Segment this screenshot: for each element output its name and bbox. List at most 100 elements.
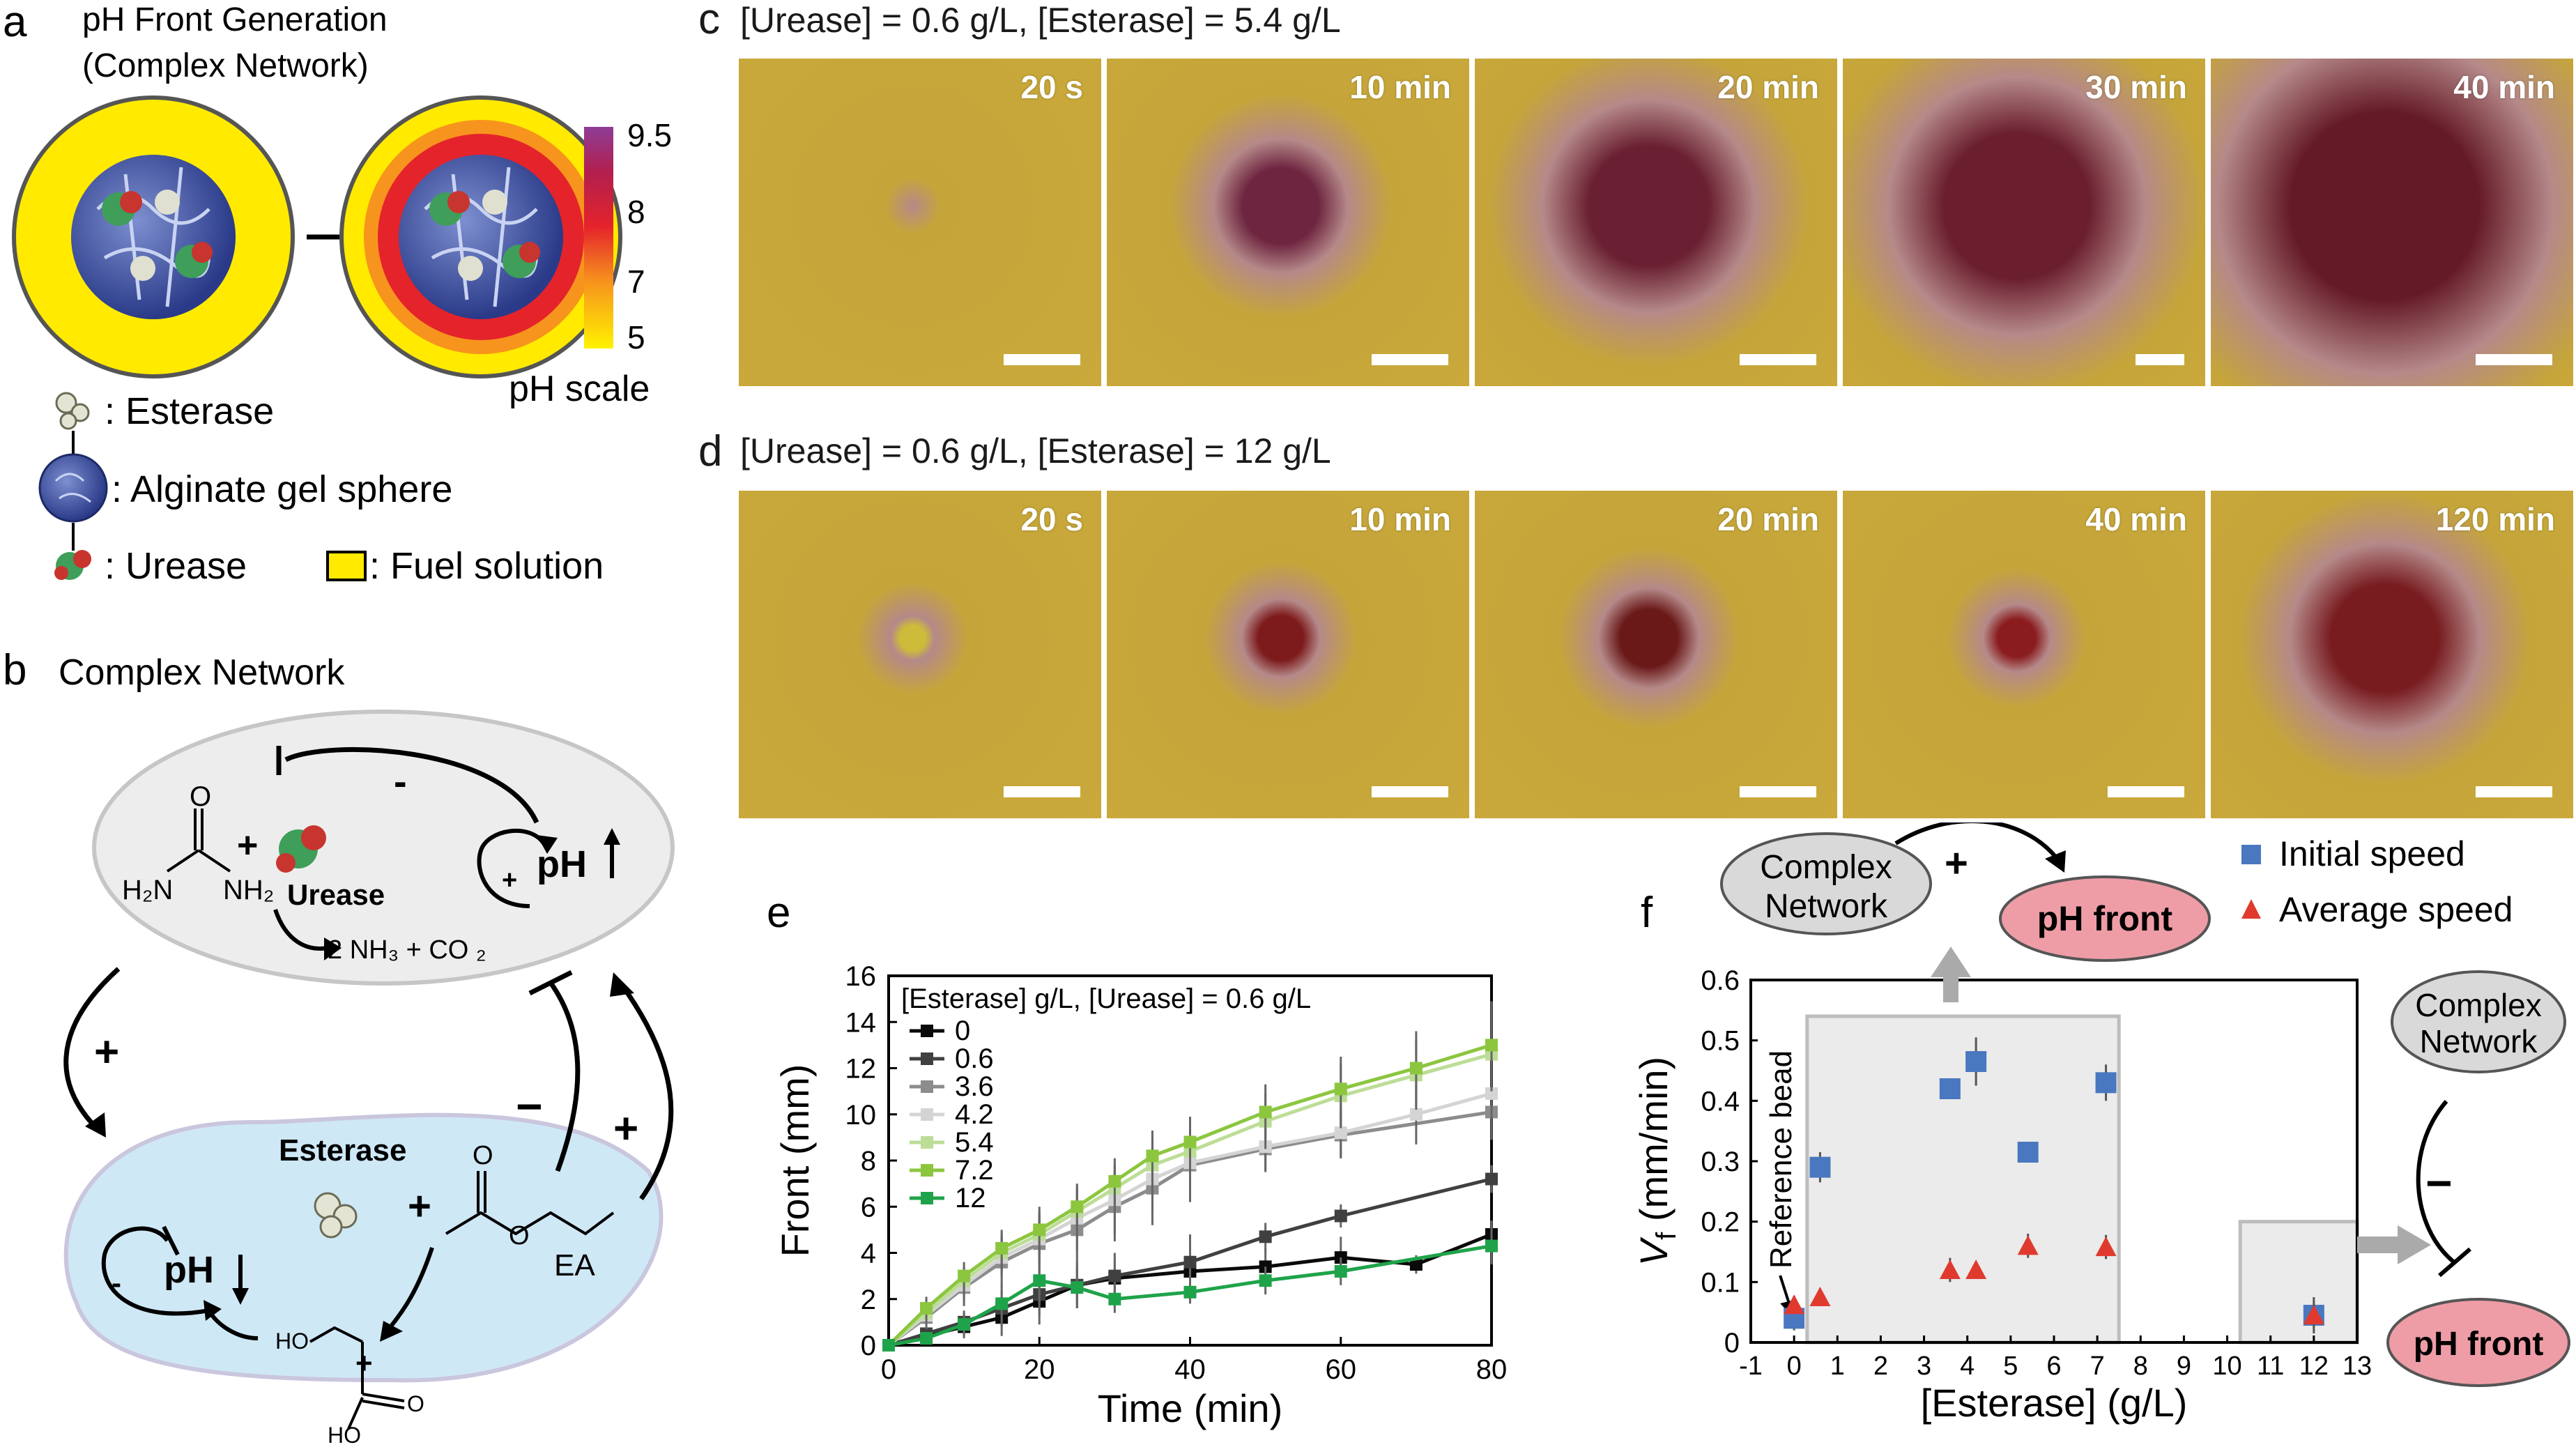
- scale-bar: [2136, 354, 2184, 365]
- tile-time-label: 120 min: [2435, 501, 2555, 537]
- data-point: [1939, 1078, 1961, 1099]
- data-point: [1939, 1260, 1961, 1279]
- data-point: [2017, 1142, 2039, 1163]
- tile-time-label: 10 min: [1349, 69, 1451, 105]
- alginate-sphere-icon: [38, 453, 108, 523]
- x-tick-label: 60: [1326, 1354, 1357, 1385]
- urease-label: Urease: [287, 878, 385, 911]
- data-point: [1409, 1258, 1423, 1271]
- ph-bottom: pH: [164, 1249, 214, 1291]
- x-tick-label: 5: [2003, 1352, 2018, 1381]
- urea-molecule: [166, 809, 231, 873]
- data-point: [1033, 1223, 1046, 1237]
- data-point: [958, 1269, 971, 1283]
- legend-esterase: : Esterase: [105, 390, 274, 432]
- scheme-plus: +: [1945, 841, 1968, 886]
- tile-d-4: 120 min: [2211, 491, 2573, 818]
- legend-entry: 5.4: [955, 1127, 994, 1158]
- y-axis-label-v: V: [1632, 1237, 1676, 1266]
- arrow-bottom-to-top: [618, 981, 674, 1201]
- x-tick-label: 1: [1830, 1352, 1845, 1381]
- data-point: [2095, 1072, 2117, 1094]
- legend-marker: [921, 1164, 933, 1177]
- legend-urease: : Urease: [105, 545, 247, 587]
- data-point: [1409, 1108, 1423, 1121]
- tile-time-label: 20 min: [1717, 69, 1819, 105]
- tile-time-label: 40 min: [2453, 69, 2555, 105]
- scheme-inhibit-right: [2416, 1100, 2455, 1264]
- tile-time-label: 20 s: [1020, 501, 1083, 537]
- scale-bar: [2108, 786, 2184, 797]
- urease-icon: [54, 550, 91, 580]
- ph-front-node-right: [2386, 1298, 2570, 1387]
- data-point: [1071, 1200, 1084, 1214]
- y-tick-label: 6: [861, 1192, 876, 1223]
- data-point: [995, 1297, 1009, 1310]
- y-tick-label: 14: [845, 1007, 877, 1038]
- panel-letter-e: e: [767, 889, 790, 937]
- scheme-arrow-top: [1894, 822, 2058, 859]
- x-tick-label: 11: [2257, 1352, 2284, 1381]
- data-point: [958, 1318, 971, 1331]
- data-point: [1183, 1255, 1197, 1269]
- grey-arrow-right-head: [2398, 1225, 2431, 1264]
- grey-arrow-up-stem: [1943, 974, 1958, 1002]
- x-tick-label: 20: [1024, 1354, 1055, 1385]
- data-point: [1334, 1082, 1347, 1096]
- plus-urea: +: [237, 825, 258, 866]
- ph-front-label-right: pH front: [2414, 1326, 2544, 1363]
- data-point: [1071, 1281, 1084, 1294]
- complex-network-right-label-2: Network: [2420, 1023, 2538, 1059]
- legend-entry: Initial speed: [2279, 834, 2465, 873]
- y-tick-label: 0: [1724, 1328, 1740, 1358]
- arrow-inhibit-right: [549, 981, 581, 1172]
- data-point: [1485, 1039, 1498, 1052]
- data-point: [1485, 1087, 1498, 1100]
- complex-network-label-2: Network: [1765, 888, 1888, 925]
- ph-front-node-top: [1999, 875, 2211, 962]
- x-tick-label: 6: [2046, 1352, 2061, 1381]
- y-tick-label: 0.5: [1701, 1026, 1740, 1057]
- legend-entry: Average speed: [2279, 890, 2513, 929]
- data-point: [920, 1332, 933, 1345]
- data-point: [920, 1302, 933, 1315]
- ph-tick-7: 7: [627, 263, 645, 300]
- data-point: [2095, 1237, 2117, 1257]
- data-point: [2303, 1305, 2324, 1324]
- ph-down-arrow: [232, 1288, 249, 1305]
- tile-c-2: 20 min: [1475, 59, 1837, 386]
- y-axis-label: Front (mm): [773, 1064, 817, 1257]
- y-tick-label: 12: [845, 1054, 877, 1085]
- legend-marker: [921, 1192, 933, 1204]
- panel-letter-f: f: [1641, 889, 1653, 937]
- ethyl-acetate-molecule: [445, 1171, 615, 1236]
- ethanol-ho: HO: [275, 1329, 309, 1354]
- panel-letter-c: c: [698, 0, 720, 43]
- sign-minus-right: −: [516, 1080, 543, 1132]
- legend-entry: 7.2: [955, 1155, 994, 1186]
- y-axis-label-sub: f: [1651, 1232, 1682, 1240]
- data-point: [1965, 1051, 1987, 1072]
- tile-c-1: 10 min: [1107, 59, 1469, 386]
- data-point: [1784, 1294, 1805, 1315]
- x-tick-label: -1: [1739, 1352, 1763, 1381]
- panel-letter-d: d: [698, 427, 723, 475]
- x-tick-label: 0: [881, 1354, 896, 1385]
- data-point: [1485, 1239, 1498, 1253]
- series-12: [882, 1227, 1498, 1352]
- scale-bar: [2476, 354, 2552, 365]
- ph-up-arrow: [604, 828, 620, 845]
- data-point: [1809, 1156, 1831, 1178]
- y-tick-label: 0.3: [1701, 1147, 1740, 1177]
- grey-arrow-right-stem: [2357, 1237, 2399, 1253]
- y-tick-label: 0: [861, 1331, 876, 1361]
- scale-bar: [1372, 786, 1448, 797]
- data-point: [1965, 1260, 1987, 1279]
- ea-o-ester: O: [509, 1221, 530, 1250]
- data-point: [882, 1339, 895, 1352]
- data-point: [1259, 1274, 1272, 1287]
- panel-e-chart: e 0 20 40 60 80 0 2 4 6 8 10 12 14 16 Time (min) Front (…: [767, 889, 1507, 1430]
- legend-entry: 3.6: [955, 1071, 994, 1102]
- data-point: [1334, 1126, 1347, 1140]
- y-tick-label: 16: [845, 961, 877, 992]
